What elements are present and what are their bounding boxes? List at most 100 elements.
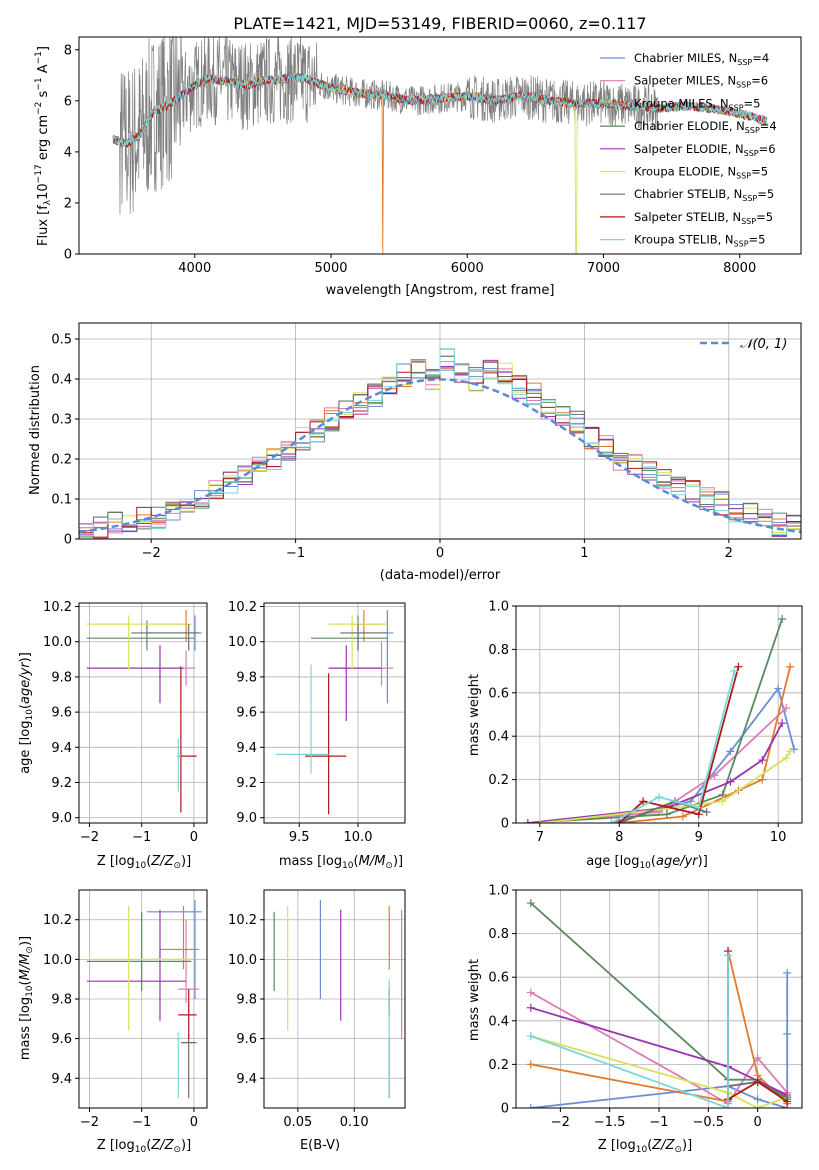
legend-label: Kroupa ELODIE, NSSP=5 — [634, 165, 768, 181]
x-tick-label: 10 — [770, 830, 787, 845]
weight-marker — [526, 1060, 535, 1069]
y-tick-label: 0.8 — [488, 643, 509, 658]
x-tick-label: −1 — [132, 830, 151, 845]
errorbar-point-4 — [86, 909, 187, 1021]
y-tick-label: 9.2 — [236, 776, 257, 791]
y-tick-label: 0.2 — [488, 773, 509, 788]
mass-vs-ebv-panel: 0.05 0.10 9.4 9.6 9.8 10.0 10.2 E(B-V) — [228, 889, 406, 1153]
y-tick-label: 10.2 — [228, 600, 257, 615]
errorbar-point-7 — [305, 673, 347, 815]
weight-marker — [526, 1104, 535, 1108]
weight-marker — [655, 792, 663, 801]
y-tick-label: 0.3 — [51, 413, 72, 428]
weight-marker — [607, 819, 616, 823]
y-tick-label: 9.8 — [236, 993, 257, 1008]
y-tick-label: 8 — [64, 43, 72, 58]
weight-marker — [758, 775, 767, 784]
y-tick-label: 0 — [64, 248, 72, 263]
y-tick-label: 9.6 — [236, 706, 257, 721]
y-tick-label: 10.0 — [43, 635, 72, 650]
weight-series-1 — [530, 991, 788, 1105]
weight-vs-age-xlabel: age [log10(age/yr)] — [586, 854, 708, 871]
y-tick-label: 10.2 — [43, 913, 72, 928]
weight-marker — [758, 756, 767, 765]
y-tick-label: 9.4 — [236, 1072, 257, 1087]
x-tick-label: 0 — [436, 546, 444, 561]
y-tick-label: 0.6 — [488, 971, 509, 986]
weight-marker — [783, 1097, 792, 1106]
mass-vs-z-ylabel: mass [log10(M/M⊙)] — [18, 936, 35, 1060]
y-tick-label: 9.0 — [51, 811, 72, 826]
weight-marker — [710, 771, 719, 780]
errorbar-point-3 — [86, 911, 192, 992]
legend-entry: Kroupa MILES, NSSP=5 — [600, 96, 760, 112]
errorbar-point-8 — [275, 664, 329, 774]
legend-entry: Kroupa STELIB, NSSP=5 — [600, 233, 765, 249]
errorbar-point-6 — [180, 1034, 197, 1099]
y-tick-label: 0 — [64, 533, 72, 548]
figure-title: PLATE=1421, MJD=53149, FIBERID=0060, z=0… — [233, 14, 646, 33]
y-tick-label: 0.6 — [488, 686, 509, 701]
legend-label: Salpeter ELODIE, NSSP=6 — [634, 142, 776, 158]
age-vs-z-xlabel: Z [log10(Z/Z⊙)] — [97, 854, 191, 871]
errorbar-point-8 — [176, 738, 181, 792]
x-tick-label: −2 — [80, 830, 99, 845]
weight-marker — [702, 808, 711, 817]
errorbar-point-3 — [86, 620, 194, 651]
weight-marker — [615, 819, 624, 823]
gaussian-legend: 𝒩(0, 1) — [700, 337, 787, 352]
x-tick-label: −2 — [142, 546, 161, 561]
age-vs-z-panel: −2 −1 0 9.0 9.2 9.4 9.6 9.8 10.0 10.2 Z [log10(Z/… — [18, 600, 208, 871]
y-tick-label: 9.8 — [51, 670, 72, 685]
errorbar-point-4 — [86, 645, 184, 704]
x-tick-label: −1 — [132, 1115, 151, 1130]
x-tick-label: 10.0 — [344, 830, 373, 845]
weight-marker — [734, 662, 743, 671]
legend-entry: Kroupa ELODIE, NSSP=5 — [600, 165, 768, 181]
weight-vs-age-panel: 7 8 9 10 0 0.2 0.4 0.6 0.8 1.0 age [log10(age/yr)… — [467, 600, 803, 871]
x-tick-label: 0 — [190, 1115, 198, 1130]
y-tick-label: 0 — [501, 1102, 509, 1117]
weight-series-5 — [530, 1035, 788, 1108]
residual-xlabel: (data-model)/error — [380, 568, 501, 583]
mass-vs-z-xlabel: Z [log10(Z/Z⊙)] — [97, 1138, 191, 1155]
weight-marker — [526, 1003, 535, 1012]
weight-vs-z-xlabel: Z [log10(Z/Z⊙)] — [598, 1138, 692, 1155]
axes-frame — [78, 36, 802, 255]
gaussian-legend-label: 𝒩(0, 1) — [740, 337, 787, 352]
weight-marker — [526, 899, 535, 908]
weight-marker — [783, 1029, 792, 1038]
x-tick-label: 2 — [725, 546, 733, 561]
mass-vs-z-panel: −2 −1 0 9.4 9.6 9.8 10.0 10.2 Z [log10(Z/Z⊙)] m… — [18, 889, 208, 1155]
y-tick-label: 9.8 — [51, 993, 72, 1008]
spectrum-panel: 4000 5000 6000 7000 8000 0 2 4 6 8 wavelength [An… — [34, 36, 802, 298]
weight-marker — [753, 1077, 762, 1086]
y-tick-label: 9.6 — [51, 1032, 72, 1047]
x-tick-label: 0.05 — [283, 1115, 312, 1130]
weight-marker — [639, 797, 648, 806]
errorbar-point-6 — [131, 624, 200, 651]
spectrum-xlabel: wavelength [Angstrom, rest frame] — [326, 283, 555, 298]
weight-marker — [730, 667, 739, 676]
x-tick-label: 0.10 — [340, 1115, 369, 1130]
y-tick-label: 0.4 — [488, 730, 509, 745]
x-tick-label: −1 — [649, 1115, 668, 1130]
y-tick-label: 1.0 — [488, 884, 509, 899]
weight-marker — [724, 951, 733, 960]
weight-marker — [786, 747, 795, 756]
weight-series-8 — [530, 955, 729, 1108]
weight-marker — [678, 812, 687, 821]
weight-marker — [783, 968, 792, 977]
x-tick-label: 9 — [695, 830, 703, 845]
mass-vs-ebv-xlabel: E(B-V) — [300, 1138, 340, 1153]
x-tick-label: 6000 — [451, 261, 484, 276]
y-tick-label: 6 — [64, 94, 72, 109]
weight-vs-z-ylabel: mass weight — [467, 959, 482, 1041]
x-tick-label: −0.5 — [693, 1115, 725, 1130]
legend-entry: Salpeter MILES, NSSP=6 — [600, 74, 768, 90]
x-tick-label: −2 — [80, 1115, 99, 1130]
x-tick-label: 0 — [190, 830, 198, 845]
x-tick-label: −2 — [551, 1115, 570, 1130]
x-tick-label: 4000 — [178, 261, 211, 276]
legend-entry: Chabrier ELODIE, NSSP=4 — [600, 119, 777, 135]
